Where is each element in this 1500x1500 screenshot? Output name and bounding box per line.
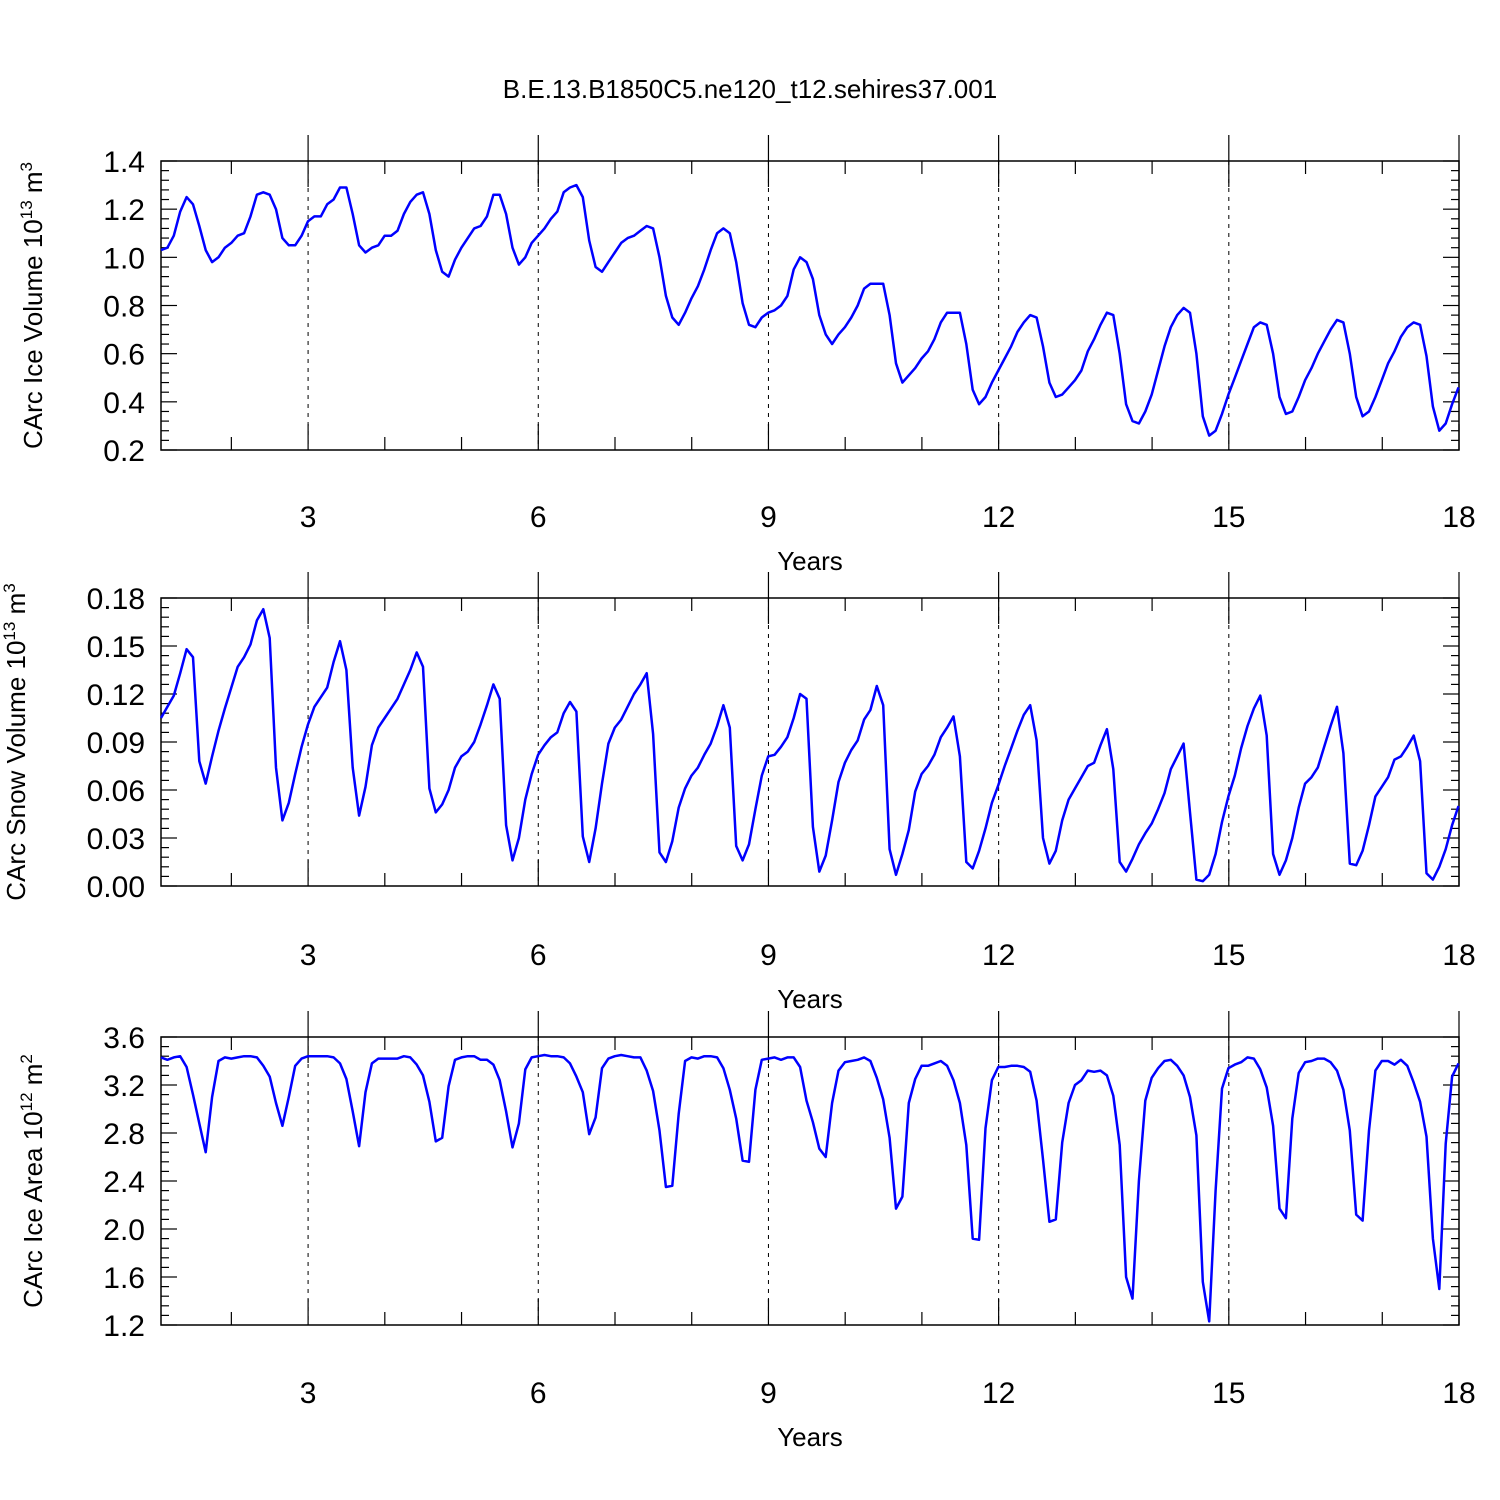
x-tick-label: 3: [300, 939, 317, 972]
y-tick-label: 0.2: [103, 435, 145, 468]
panel-ice-area: 1.2 1.6 2.0 2.4 2.8 3.2 3.6 3 6 9 12 15 18 Years CArc …: [17, 1011, 1476, 1452]
x-tick-label: 9: [760, 1377, 777, 1410]
x-tick-label: 18: [1442, 501, 1475, 534]
y-tick-label: 1.0: [103, 242, 145, 275]
y-tick-label: 2.8: [103, 1118, 145, 1151]
x-tick-label: 15: [1212, 501, 1245, 534]
y-tick-label: 3.6: [103, 1022, 145, 1055]
y-axis-label: CArc Ice Area 1012 m2: [17, 1054, 48, 1308]
x-tick-label: 12: [982, 939, 1015, 972]
series-line-ice-area: [160, 1053, 1460, 1323]
x-tick-label: 12: [982, 1377, 1015, 1410]
x-tick-label: 3: [300, 1377, 317, 1410]
y-tick-label: 0.15: [87, 631, 145, 664]
y-tick-label: 1.2: [103, 1310, 145, 1343]
y-tick-label: 0.4: [103, 387, 145, 420]
x-tick-label: 9: [760, 939, 777, 972]
panel-ice-volume: 0.2 0.4 0.6 0.8 1.0 1.2 1.4 3 6 9 12 15 18 Years CArc …: [17, 135, 1476, 576]
y-tick-label: 0.18: [87, 583, 145, 616]
x-tick-label: 12: [982, 501, 1015, 534]
x-axis-label: Years: [777, 984, 843, 1014]
y-tick-label: 0.09: [87, 727, 145, 760]
y-axis-label: CArc Ice Volume 1013 m3: [17, 162, 48, 449]
x-tick-label: 18: [1442, 1377, 1475, 1410]
figure-title: B.E.13.B1850C5.ne120_t12.sehires37.001: [503, 74, 997, 104]
y-tick-label: 2.0: [103, 1214, 145, 1247]
series-line-ice-volume: [160, 183, 1460, 437]
plot-frame: [160, 597, 1460, 887]
x-tick-label: 15: [1212, 1377, 1245, 1410]
y-tick-label: 0.6: [103, 339, 145, 372]
y-axis-label: CArc Snow Volume 1013 m3: [0, 583, 31, 900]
x-tick-label: 9: [760, 501, 777, 534]
series-line-snow-volume: [159, 607, 1460, 883]
y-tick-label: 1.2: [103, 194, 145, 227]
x-axis-label: Years: [777, 546, 843, 576]
y-tick-label: 0.00: [87, 871, 145, 904]
y-tick-label: 1.4: [103, 146, 145, 179]
x-tick-label: 3: [300, 501, 317, 534]
y-tick-label: 1.6: [103, 1262, 145, 1295]
y-tick-label: 2.4: [103, 1166, 145, 1199]
x-tick-label: 6: [530, 501, 547, 534]
x-axis-label: Years: [777, 1422, 843, 1452]
x-tick-label: 6: [530, 939, 547, 972]
x-tick-label: 6: [530, 1377, 547, 1410]
x-tick-label: 15: [1212, 939, 1245, 972]
x-tick-label: 18: [1442, 939, 1475, 972]
y-tick-label: 0.8: [103, 291, 145, 324]
panel-snow-volume: 0.00 0.03 0.06 0.09 0.12 0.15 0.18 3 6 9 12 15 18 Yea…: [0, 572, 1476, 1014]
y-tick-label: 3.2: [103, 1070, 145, 1103]
y-tick-label: 0.12: [87, 679, 145, 712]
y-tick-label: 0.06: [87, 775, 145, 808]
y-tick-label: 0.03: [87, 823, 145, 856]
plot-frame: [160, 160, 1460, 451]
